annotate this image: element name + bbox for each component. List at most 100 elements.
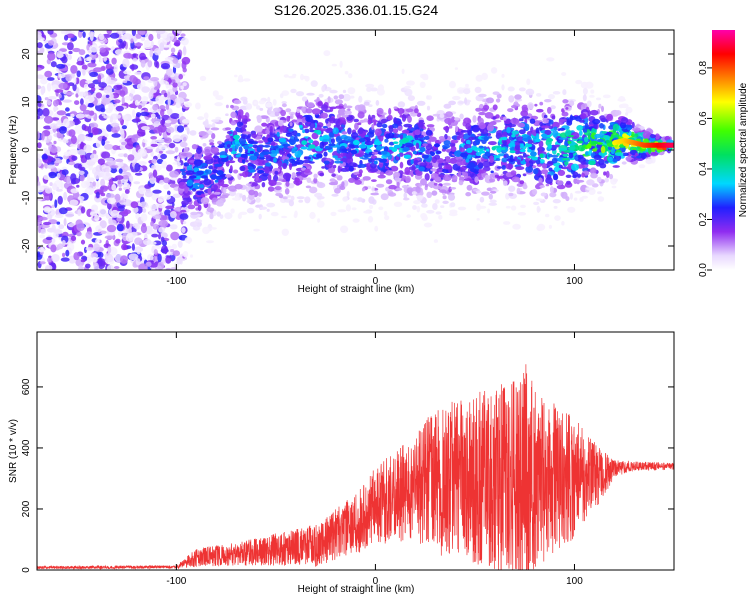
spectrogram-cell — [130, 38, 134, 44]
spectrogram-cell — [371, 119, 378, 123]
spectrogram-cell — [525, 165, 534, 173]
spectrogram-cell — [177, 52, 181, 58]
spectrogram-cell — [367, 158, 375, 163]
spectrogram-cell — [257, 132, 263, 136]
spectrogram-cell — [541, 125, 550, 129]
spectrogram-cell — [76, 231, 82, 237]
spectrogram-cell — [540, 192, 547, 197]
spectrogram-cell — [242, 194, 247, 202]
spectrogram-cell — [431, 190, 438, 196]
spectrogram-cell — [450, 139, 459, 144]
spectrogram-cell — [376, 88, 385, 96]
spectrogram-cell — [171, 243, 177, 250]
spectrogram-y-ticks: 20 10 0 -10 -20 — [21, 48, 674, 253]
spectrogram-cell — [158, 232, 161, 240]
spectrogram-peak — [562, 153, 569, 157]
spectrogram-cell — [69, 199, 79, 206]
spectrogram-cell — [195, 219, 203, 223]
spectrogram-cell — [407, 115, 412, 123]
spectrogram-cell — [388, 125, 394, 133]
spectrogram-peak — [527, 135, 532, 140]
spectrogram-cell — [321, 85, 326, 92]
spectrogram-cell — [650, 134, 656, 139]
spectrogram-cell — [505, 205, 511, 209]
spectrogram-cell — [396, 181, 400, 189]
spectrogram-cell — [65, 249, 70, 257]
spectrogram-cell — [179, 213, 189, 220]
spectrogram-cell — [454, 150, 463, 158]
spectrogram-cell — [182, 46, 187, 56]
spectrogram-cell — [349, 95, 355, 99]
spectrogram-peak — [196, 170, 204, 176]
spectrogram-cell — [520, 204, 526, 209]
spectrogram-cell — [428, 136, 437, 142]
spectrogram-cell — [126, 232, 133, 238]
spectrogram-cell — [443, 140, 451, 146]
spectrogram-cell — [230, 120, 237, 126]
spectrogram-cell — [54, 199, 58, 209]
spectrogram-cell — [377, 174, 386, 179]
spectrogram-cell — [572, 171, 579, 177]
spectrogram-cell — [562, 89, 567, 96]
spectrogram-cell — [239, 165, 246, 172]
spectrogram-cell — [161, 160, 168, 169]
spectrogram-cell — [62, 118, 70, 128]
spectrogram-cell — [229, 165, 233, 173]
spectrogram-cell — [467, 162, 476, 170]
spectrogram-cell — [415, 170, 423, 176]
spectrogram-cell — [83, 83, 89, 90]
spectrogram-cell — [522, 173, 527, 177]
spectrogram-cell — [37, 31, 42, 38]
spectrogram-cell — [121, 243, 128, 251]
spectrogram-cell — [92, 243, 100, 252]
spectrogram-cell — [411, 164, 416, 172]
spectrogram-cell — [527, 139, 533, 145]
spectrogram-cell — [51, 204, 55, 209]
spectrogram-peak — [205, 169, 209, 174]
spectrogram-cell — [539, 185, 545, 188]
spectrogram-cell — [136, 83, 143, 90]
spectrogram-cell — [223, 187, 227, 194]
spectrogram-cell — [514, 94, 522, 100]
spectrogram-cell — [58, 94, 62, 99]
spectrogram-cell — [45, 187, 53, 194]
spectrogram-cell — [486, 124, 494, 132]
spectrogram-cell — [242, 131, 251, 135]
spectrogram-cell — [103, 143, 114, 150]
spectrogram-cell — [558, 120, 564, 125]
spectrogram-cell — [341, 131, 348, 135]
spectrogram-peak — [373, 140, 382, 146]
spectrogram-cell — [526, 78, 531, 86]
spectrogram-cell — [580, 113, 587, 120]
spectrogram-cell — [521, 143, 524, 149]
spectrogram-cell — [98, 208, 107, 217]
spectrogram-cell — [111, 133, 121, 138]
spectrogram-cell — [181, 227, 186, 234]
spectrogram-cell — [464, 97, 468, 105]
spectrogram-cell — [157, 253, 162, 263]
spectrogram-cell — [406, 80, 415, 86]
spectrogram-peak — [434, 143, 440, 148]
spectrogram-cell — [388, 192, 397, 197]
spectrogram-cell — [564, 161, 569, 166]
spectrogram-cell — [174, 97, 185, 104]
spectrogram-peak — [541, 133, 548, 138]
spectrogram-cell — [108, 102, 114, 112]
spectrogram-peak — [316, 130, 322, 135]
spectrogram-cell — [460, 137, 465, 143]
spectrogram-cell — [89, 71, 99, 77]
spectrogram-cell — [97, 257, 103, 266]
spectrogram-cell — [527, 102, 534, 110]
spectrogram-cell — [492, 91, 500, 95]
spectrogram-cell — [476, 203, 481, 211]
spectrogram-cell — [535, 127, 540, 134]
spectrogram-peak — [272, 145, 279, 149]
spectrogram-cell — [165, 205, 175, 210]
spectrogram-cell — [52, 183, 58, 191]
spectrogram-peak — [249, 150, 254, 155]
spectrogram-cell — [612, 123, 620, 131]
spectrogram-peak — [278, 145, 285, 149]
spectrogram-cell — [192, 225, 201, 231]
spectrogram-cell — [134, 71, 143, 76]
spectrogram-cell — [603, 171, 607, 176]
